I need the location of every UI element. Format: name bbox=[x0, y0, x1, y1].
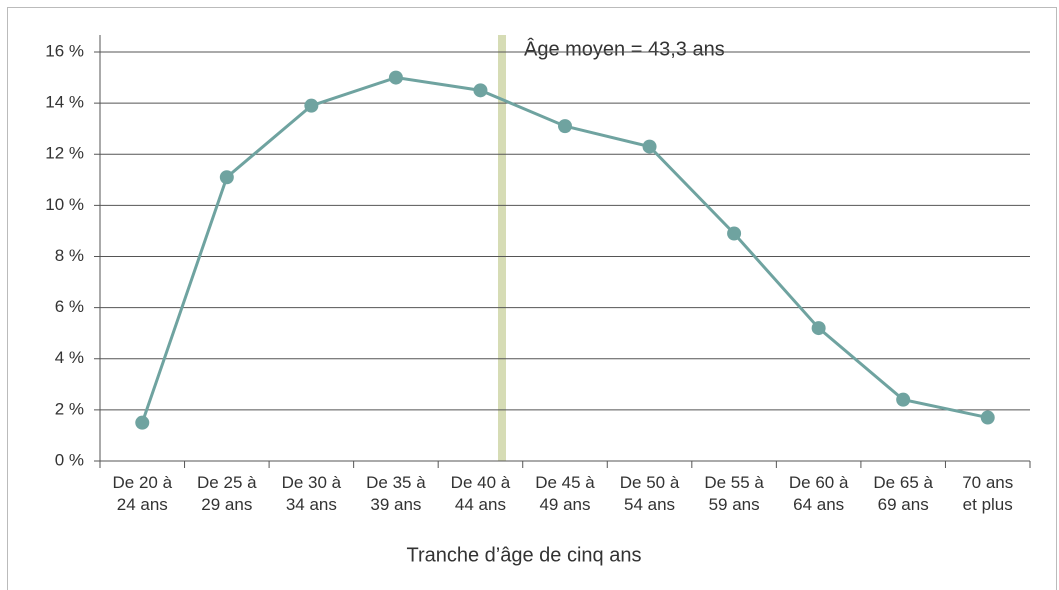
annotation: Âge moyen = 43,3 ans bbox=[524, 37, 725, 60]
point bbox=[642, 139, 657, 154]
y-tick-label: 8 % bbox=[55, 246, 84, 265]
x-tick-label: De 65 à 69 ans bbox=[873, 473, 933, 514]
y-tick-label: 16 % bbox=[45, 41, 84, 60]
y-tick-label: 0 % bbox=[55, 450, 84, 469]
x-tick-label: De 35 à 39 ans bbox=[366, 473, 426, 514]
y-tick-label: 14 % bbox=[45, 93, 84, 112]
point bbox=[473, 83, 488, 98]
point bbox=[219, 170, 234, 185]
point bbox=[896, 392, 911, 407]
x-tick-label: De 20 à 24 ans bbox=[112, 473, 172, 514]
y-tick-label: 10 % bbox=[45, 195, 84, 214]
point bbox=[727, 226, 742, 241]
x-tick-label: De 60 à 64 ans bbox=[789, 473, 849, 514]
x-tick-label: De 30 à 34 ans bbox=[282, 473, 342, 514]
point bbox=[811, 321, 826, 336]
frame bbox=[7, 7, 1057, 590]
y-tick-label: 4 % bbox=[55, 348, 84, 367]
x-tick-label: De 55 à 59 ans bbox=[704, 473, 764, 514]
point bbox=[304, 98, 319, 113]
x-tick-label: De 40 à 44 ans bbox=[451, 473, 511, 514]
x-tick-label: De 45 à 49 ans bbox=[535, 473, 595, 514]
x-tick-label: De 25 à 29 ans bbox=[197, 473, 257, 514]
y-tick-label: 6 % bbox=[55, 297, 84, 316]
point bbox=[135, 415, 150, 430]
x-axis-label: Tranche d’âge de cinq ans bbox=[407, 544, 642, 566]
y-tick-label: 2 % bbox=[55, 399, 84, 418]
point bbox=[980, 410, 995, 425]
x-tick-label: De 50 à 54 ans bbox=[620, 473, 680, 514]
y-tick-label: 12 % bbox=[45, 144, 84, 163]
x-tick-label: 70 ans et plus bbox=[962, 473, 1013, 514]
point bbox=[388, 70, 403, 85]
point bbox=[558, 119, 572, 134]
